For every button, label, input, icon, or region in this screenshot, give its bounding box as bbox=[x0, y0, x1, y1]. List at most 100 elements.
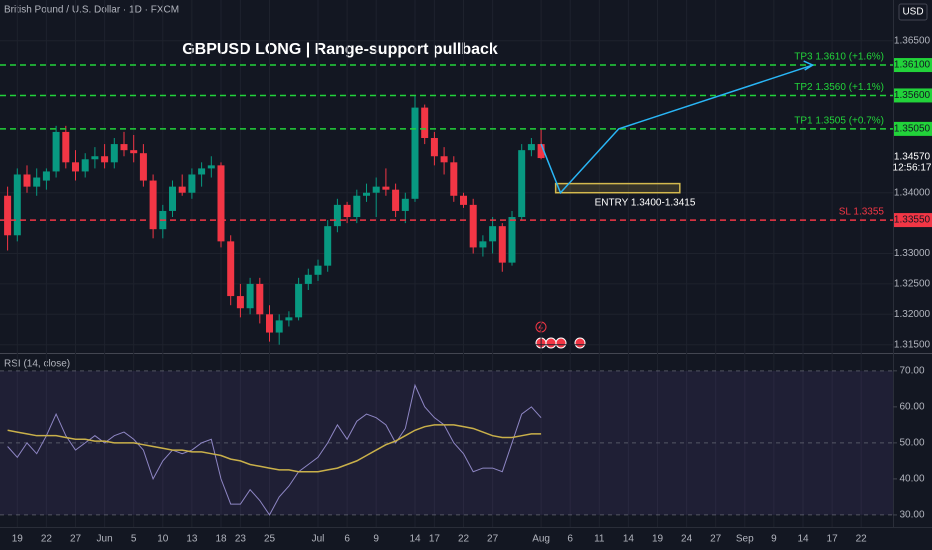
event-icon[interactable] bbox=[555, 337, 567, 349]
candle-body bbox=[372, 186, 380, 193]
candle-body bbox=[489, 226, 497, 242]
level-price-box bbox=[894, 58, 932, 73]
projection-path bbox=[540, 64, 813, 195]
candle-body bbox=[139, 153, 147, 181]
candle-body bbox=[343, 204, 351, 218]
candle-body bbox=[295, 283, 303, 318]
candle-body bbox=[120, 144, 128, 151]
x-tick-label: 19 bbox=[652, 534, 664, 545]
x-tick-label: 10 bbox=[157, 534, 169, 545]
candle-body bbox=[460, 195, 467, 205]
x-tick-label: 14 bbox=[623, 534, 635, 545]
level-price-label: 1.35050 bbox=[894, 124, 931, 135]
candle-body bbox=[23, 174, 31, 187]
x-tick-label: 13 bbox=[186, 534, 198, 545]
candle-body bbox=[363, 192, 370, 196]
candle-body bbox=[149, 180, 157, 230]
candle-body bbox=[353, 195, 361, 218]
x-tick-label: Jul bbox=[312, 534, 325, 545]
x-tick-label: 14 bbox=[409, 534, 421, 545]
candle-body bbox=[33, 177, 41, 187]
x-tick-label: 24 bbox=[681, 534, 693, 545]
candle-body bbox=[479, 241, 487, 248]
candle-body bbox=[52, 131, 60, 172]
candle-body bbox=[450, 162, 458, 196]
y-tick-label: 1.31500 bbox=[894, 339, 931, 350]
candle-body bbox=[304, 274, 312, 284]
candle-body bbox=[217, 165, 225, 242]
level-price-box bbox=[894, 88, 932, 103]
level-label: TP1 1.3505 (+0.7%) bbox=[794, 116, 884, 127]
candle-body bbox=[256, 283, 264, 315]
x-tick-label: 18 bbox=[215, 534, 227, 545]
candle-body bbox=[469, 204, 477, 248]
candle-body bbox=[227, 241, 235, 297]
candle-body bbox=[91, 156, 99, 160]
x-tick-label: 17 bbox=[429, 534, 441, 545]
candle-body bbox=[333, 204, 341, 227]
candle-body bbox=[382, 186, 390, 190]
y-tick-label: 1.32000 bbox=[894, 309, 931, 320]
x-tick-label: 9 bbox=[771, 534, 777, 545]
x-tick-label: Aug bbox=[532, 534, 550, 545]
candle-body bbox=[188, 174, 196, 193]
x-tick-label: 5 bbox=[131, 534, 137, 545]
last-price-label: 1.34570 bbox=[894, 152, 931, 163]
candle-body bbox=[285, 317, 293, 321]
rsi-tick-label: 40.00 bbox=[899, 474, 924, 485]
candle-body bbox=[421, 107, 429, 139]
candle-body bbox=[527, 144, 535, 151]
candle-body bbox=[324, 226, 332, 266]
x-tick-label: 25 bbox=[264, 534, 276, 545]
x-tick-label: 11 bbox=[594, 534, 605, 545]
candle-body bbox=[508, 217, 516, 263]
x-tick-label: 6 bbox=[344, 534, 350, 545]
x-tick-label: 6 bbox=[567, 534, 573, 545]
event-icon[interactable] bbox=[545, 337, 557, 349]
level-price-box bbox=[894, 121, 932, 136]
candle-body bbox=[518, 150, 526, 218]
candle-body bbox=[430, 138, 438, 157]
entry-label: ENTRY 1.3400-1.3415 bbox=[595, 197, 696, 208]
level-label: SL 1.3355 bbox=[839, 207, 885, 218]
currency[interactable]: USD bbox=[902, 7, 923, 18]
candle-body bbox=[198, 168, 206, 175]
candle-body bbox=[236, 296, 244, 309]
x-tick-label: 22 bbox=[856, 534, 868, 545]
x-tick-label: 14 bbox=[797, 534, 809, 545]
x-tick-label: 22 bbox=[41, 534, 53, 545]
event-icon[interactable] bbox=[574, 337, 586, 349]
candle-body bbox=[130, 150, 138, 154]
rsi-tick-label: 70.00 bbox=[899, 365, 924, 376]
x-tick-label: 22 bbox=[458, 534, 470, 545]
rsi-tick-label: 50.00 bbox=[899, 438, 924, 449]
candle-body bbox=[207, 165, 215, 169]
y-tick-label: 1.33000 bbox=[894, 248, 931, 259]
level-label: TP3 1.3610 (+1.6%) bbox=[794, 52, 884, 63]
candle-body bbox=[314, 265, 322, 275]
x-tick-label: 9 bbox=[373, 534, 379, 545]
candle-body bbox=[275, 320, 283, 333]
candle-body bbox=[401, 198, 409, 211]
y-tick-label: 1.32500 bbox=[894, 279, 931, 290]
candle-body bbox=[440, 156, 448, 163]
rsi-line bbox=[7, 383, 542, 516]
level-label: TP2 1.3560 (+1.1%) bbox=[794, 82, 884, 93]
rsi-line bbox=[7, 424, 542, 473]
candle-body bbox=[110, 144, 118, 163]
x-tick-label: 27 bbox=[710, 534, 722, 545]
annotation-title: GBPUSD LONG | Range-support pullback bbox=[182, 41, 498, 58]
symbol-title: British Pound / U.S. Dollar · 1D · FXCM bbox=[4, 5, 179, 16]
rsi-tick-label: 30.00 bbox=[899, 510, 924, 521]
x-tick-label: 23 bbox=[235, 534, 247, 545]
candle-body bbox=[62, 131, 70, 163]
candle-body bbox=[42, 171, 50, 181]
currency-box[interactable] bbox=[898, 3, 928, 21]
candle-body bbox=[4, 195, 12, 236]
x-tick-label: 27 bbox=[487, 534, 499, 545]
x-tick-label: 19 bbox=[12, 534, 24, 545]
projection-arrowhead bbox=[803, 60, 815, 71]
level-price-label: 1.36100 bbox=[894, 60, 931, 71]
x-tick-label: Sep bbox=[736, 534, 754, 545]
